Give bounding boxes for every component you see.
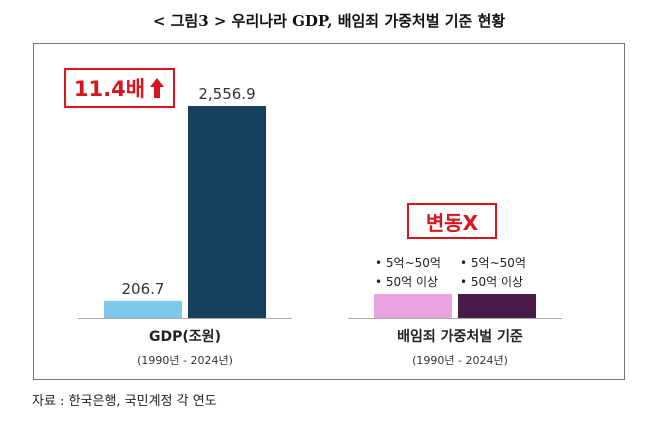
bar-value-label: 2,556.9 bbox=[198, 85, 255, 103]
unchanged-badge: 변동X bbox=[407, 203, 497, 239]
bar-gdp bbox=[188, 106, 266, 318]
bar-threshold bbox=[458, 294, 536, 318]
category-label-threshold: 배임죄 가중처벌 기준 (1990년 - 2024년) bbox=[355, 326, 565, 368]
chart-frame bbox=[33, 43, 625, 380]
category-period: (1990년 - 2024년) bbox=[412, 354, 508, 367]
bar-value-label: 206.7 bbox=[122, 280, 165, 298]
category-period: (1990년 - 2024년) bbox=[137, 354, 233, 367]
gdp-growth-badge: 11.4배 bbox=[64, 68, 175, 108]
old-threshold-line: • 50억 이상 bbox=[375, 275, 439, 289]
new-threshold-line: • 5억~50억 bbox=[460, 256, 526, 270]
old-threshold-note: • 5억~50억 • 50억 이상 bbox=[375, 254, 441, 292]
bar-threshold bbox=[374, 294, 452, 318]
category-label-gdp: GDP(조원) (1990년 - 2024년) bbox=[90, 326, 280, 368]
old-threshold-line: • 5억~50억 bbox=[375, 256, 441, 270]
gdp-growth-text: 11.4배 bbox=[73, 77, 146, 101]
category-name: GDP(조원) bbox=[149, 329, 221, 345]
bar-gdp bbox=[104, 300, 182, 318]
source-note: 자료 : 한국은행, 국민계정 각 연도 bbox=[32, 394, 217, 409]
up-arrow-icon bbox=[150, 78, 165, 98]
category-name: 배임죄 가중처벌 기준 bbox=[397, 329, 523, 345]
figure-title: < 그림3 > 우리나라 GDP, 배임죄 가중처벌 기준 현황 bbox=[152, 12, 506, 30]
new-threshold-note: • 5억~50억 • 50억 이상 bbox=[460, 254, 526, 292]
new-threshold-line: • 50억 이상 bbox=[460, 275, 524, 289]
